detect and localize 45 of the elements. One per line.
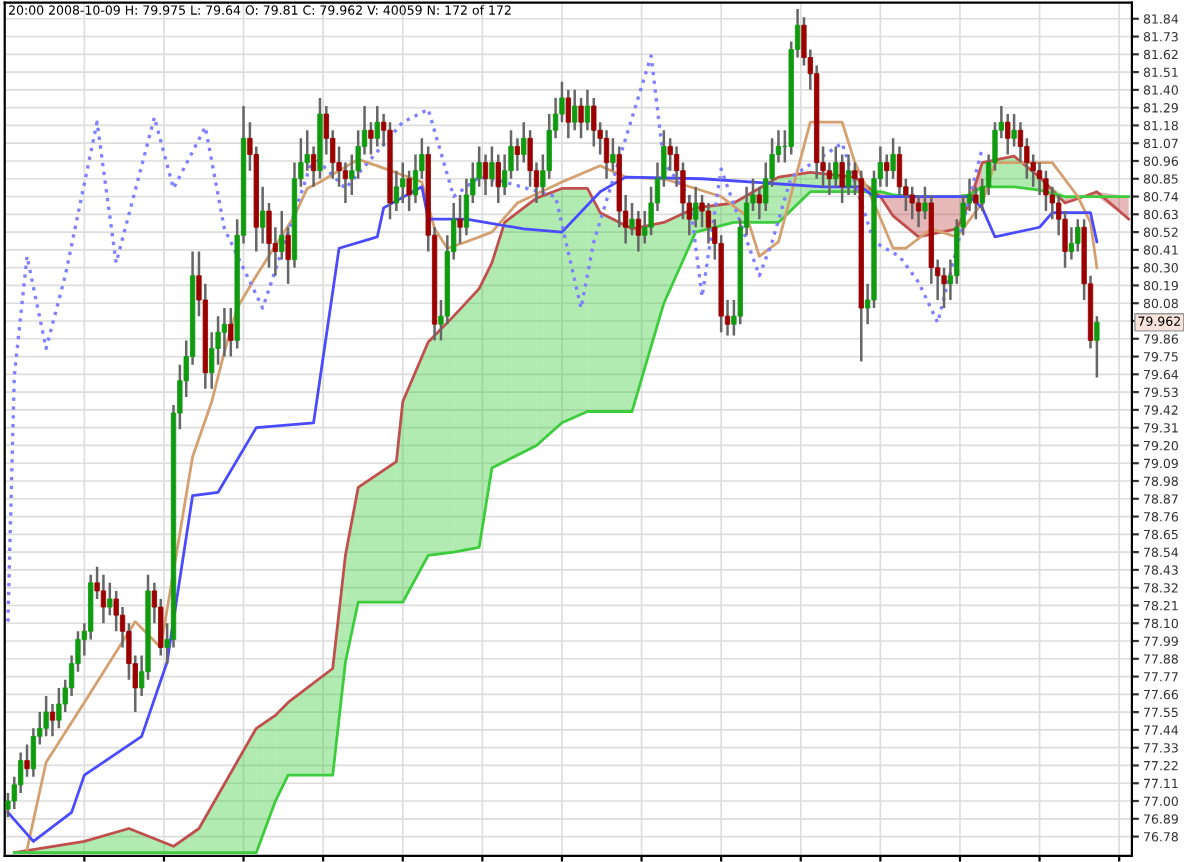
candlestick (922, 185, 928, 221)
candlestick (833, 145, 839, 189)
candlestick (1011, 112, 1017, 148)
candlestick (941, 266, 947, 310)
candlestick (635, 209, 642, 253)
candlestick (603, 129, 610, 181)
candlestick (565, 88, 571, 140)
candlestick (368, 120, 374, 156)
candlestick (578, 96, 584, 140)
candlestick (915, 193, 922, 229)
candlestick (1005, 112, 1011, 156)
candlestick (591, 96, 597, 148)
candlestick (100, 573, 107, 625)
candlestick (1068, 225, 1075, 261)
candlestick (49, 702, 56, 738)
candlestick (374, 104, 380, 148)
candlestick (693, 185, 699, 229)
candlestick (457, 193, 463, 245)
candlestick (489, 145, 495, 189)
line-series (6, 54, 984, 624)
candlestick (973, 185, 979, 221)
candlestick (107, 581, 113, 617)
candlestick (584, 88, 591, 132)
candlestick (521, 120, 527, 164)
candlestick (572, 88, 578, 132)
candlestick (495, 153, 501, 205)
candlestick (43, 694, 49, 738)
candlestick (845, 153, 852, 197)
candlestick (406, 169, 412, 213)
candlestick (890, 137, 896, 181)
candlestick (909, 185, 915, 221)
candlestick (393, 169, 400, 213)
candlestick (884, 153, 890, 189)
candlestick (629, 201, 635, 237)
candlestick (610, 137, 616, 172)
candlestick (221, 306, 228, 358)
candlestick (839, 153, 845, 205)
candlestick (400, 161, 406, 205)
candlestick (482, 153, 489, 197)
candlestick (228, 306, 234, 358)
candlestick (1075, 217, 1081, 253)
candlestick (24, 743, 30, 779)
candlestick (56, 686, 62, 730)
candlestick (1043, 169, 1049, 213)
candlestick (1094, 314, 1100, 379)
